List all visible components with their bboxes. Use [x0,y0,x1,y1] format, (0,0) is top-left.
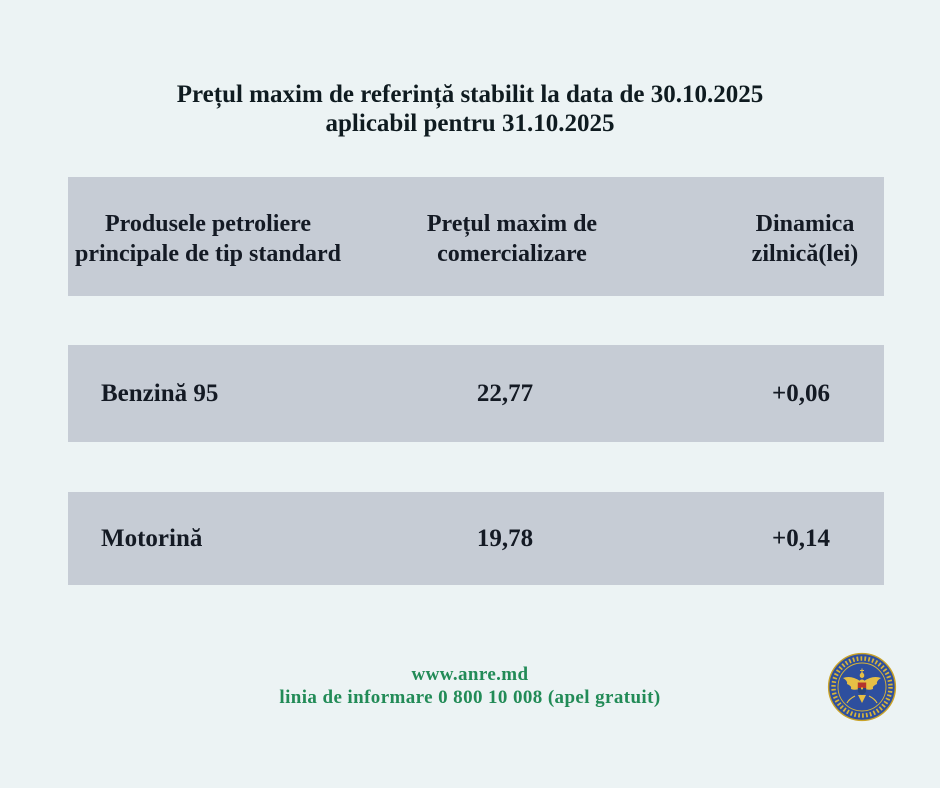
product-name: Benzină 95 [101,379,219,407]
table-row-benzina-95: Benzină 95 22,77 +0,06 [68,345,884,442]
table-header-row: Produsele petroliere principale de tip s… [68,177,884,296]
website-text: www.anre.md [411,664,529,685]
column-header-dynamic: Dinamica zilnică(lei) [751,210,859,267]
product-name: Motorină [101,524,203,552]
max-price-value: 19,78 [476,524,534,552]
column-header-product: Produsele petroliere principale de tip s… [74,210,342,267]
page-title: Prețul maxim de referință stabilit la da… [0,80,940,138]
table-row-motorina: Motorină 19,78 +0,14 [68,492,884,585]
footer: www.anre.md linia de informare 0 800 10 … [0,663,940,709]
daily-dynamic-value: +0,14 [772,524,830,552]
price-table: Produsele petroliere principale de tip s… [68,177,884,585]
title-line-2: aplicabil pentru 31.10.2025 [325,110,615,137]
info-line-text: linia de informare 0 800 10 008 (apel gr… [279,687,661,708]
max-price-value: 22,77 [476,379,534,407]
daily-dynamic-value: +0,06 [772,379,830,407]
column-header-price: Prețul maxim de comercializare [426,210,598,267]
anre-moldova-state-emblem-icon [827,652,897,722]
title-line-1: Prețul maxim de referință stabilit la da… [176,81,764,108]
